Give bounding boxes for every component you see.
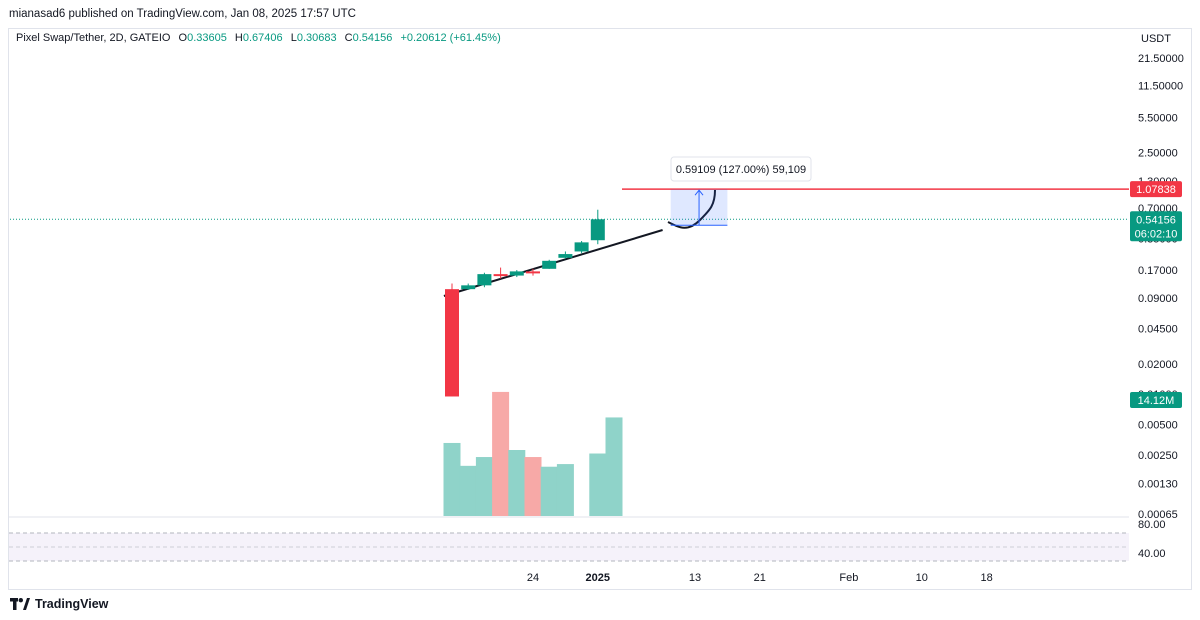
x-tick-label: 24 bbox=[527, 572, 539, 584]
brand-name: TradingView bbox=[35, 597, 109, 611]
volume-bars bbox=[443, 391, 623, 516]
candle-body bbox=[461, 285, 476, 290]
candle-body bbox=[477, 274, 492, 286]
rsi-tick-label: 40.00 bbox=[1138, 548, 1166, 560]
high-value: 0.67406 bbox=[242, 32, 283, 44]
x-tick-label: 18 bbox=[980, 572, 992, 584]
volume-bar bbox=[524, 457, 542, 516]
y-tick-label: 11.50000 bbox=[1138, 80, 1183, 92]
candle-body bbox=[558, 254, 573, 258]
volume-bar bbox=[540, 466, 558, 516]
x-tick-label: 2025 bbox=[586, 572, 610, 584]
candle-body bbox=[509, 271, 524, 276]
candle-body bbox=[526, 271, 540, 274]
projection-curve bbox=[667, 189, 716, 229]
y-tick-label: 0.04500 bbox=[1138, 323, 1178, 335]
target-price-tag-label: 1.07838 bbox=[1136, 184, 1176, 196]
x-tick-label: 13 bbox=[689, 572, 701, 584]
y-tick-label: 5.50000 bbox=[1138, 113, 1178, 125]
drawing-lines: 0.59109 (127.00%) 59,109 bbox=[10, 156, 1129, 297]
volume-bar bbox=[605, 417, 623, 516]
y-tick-label: 0.00130 bbox=[1138, 479, 1178, 491]
volume-tag bbox=[1130, 392, 1182, 408]
target-price-tag bbox=[1130, 181, 1182, 198]
open-label: O bbox=[178, 32, 188, 44]
candle-body bbox=[574, 242, 589, 252]
last-price-tag-label: 0.54156 bbox=[1136, 214, 1176, 226]
measure-arrow-head bbox=[694, 189, 704, 196]
change-value: +0.20612 (+61.45%) bbox=[400, 32, 501, 44]
tradingview-logo-icon bbox=[10, 598, 30, 610]
volume-tag-label: 14.12M bbox=[1138, 395, 1175, 407]
volume-bar bbox=[556, 464, 574, 516]
candle-body bbox=[445, 289, 459, 397]
y-tick-label: 0.00500 bbox=[1138, 420, 1178, 432]
rsi-pane: 80.00 40.00 bbox=[9, 516, 1166, 562]
price-tags: 1.07838 0.54156 06:02:10 14.12M bbox=[1130, 181, 1182, 408]
symbol-legend: Pixel Swap/Tether, 2D, GATEIO O0.33605 H… bbox=[16, 32, 501, 44]
tradingview-logo[interactable]: TradingView bbox=[10, 597, 108, 611]
y-tick-label: 2.50000 bbox=[1138, 147, 1178, 159]
symbol-name[interactable]: Pixel Swap/Tether, 2D, GATEIO bbox=[16, 32, 171, 44]
x-tick-label: Feb bbox=[839, 572, 858, 584]
candle-body bbox=[493, 274, 508, 277]
chart-frame bbox=[8, 28, 1192, 590]
last-price-tag bbox=[1130, 211, 1182, 242]
countdown-label: 06:02:10 bbox=[1135, 228, 1178, 240]
volume-bar bbox=[459, 465, 477, 516]
y-tick-label: 0.00250 bbox=[1138, 450, 1178, 462]
volume-bar bbox=[443, 442, 461, 516]
volume-bar bbox=[589, 453, 607, 516]
low-label: L bbox=[290, 32, 297, 44]
volume-bar bbox=[508, 450, 526, 516]
open-value: 0.33605 bbox=[187, 32, 227, 44]
y-tick-label: 0.00065 bbox=[1138, 509, 1178, 521]
high-label: H bbox=[234, 32, 243, 44]
y-tick-label: 0.17000 bbox=[1138, 265, 1178, 277]
close-label: C bbox=[344, 32, 353, 44]
close-value: 0.54156 bbox=[352, 32, 393, 44]
time-axis: 24 2025 13 21 Feb 10 18 bbox=[527, 572, 993, 584]
measure-label: 0.59109 (127.00%) 59,109 bbox=[676, 164, 806, 176]
y-tick-label: 21.50000 bbox=[1138, 53, 1184, 65]
axis-currency: USDT bbox=[1141, 33, 1171, 45]
volume-bar bbox=[475, 457, 493, 516]
candlesticks bbox=[445, 209, 605, 397]
candle-body bbox=[542, 260, 557, 269]
y-tick-label: 0.02000 bbox=[1138, 359, 1178, 371]
measure-label-box bbox=[670, 156, 812, 182]
x-tick-label: 10 bbox=[916, 572, 928, 584]
price-axis: USDT21.5000011.500005.500002.500001.3000… bbox=[1138, 33, 1184, 521]
x-tick-label: 21 bbox=[754, 572, 766, 584]
low-value: 0.30683 bbox=[296, 32, 337, 44]
publisher-caption: mianasad6 published on TradingView.com, … bbox=[9, 8, 356, 20]
y-tick-label: 0.09000 bbox=[1138, 293, 1178, 305]
volume-bar bbox=[492, 391, 510, 516]
candle-body bbox=[590, 219, 605, 241]
rsi-tick-label: 80.00 bbox=[1138, 519, 1166, 531]
